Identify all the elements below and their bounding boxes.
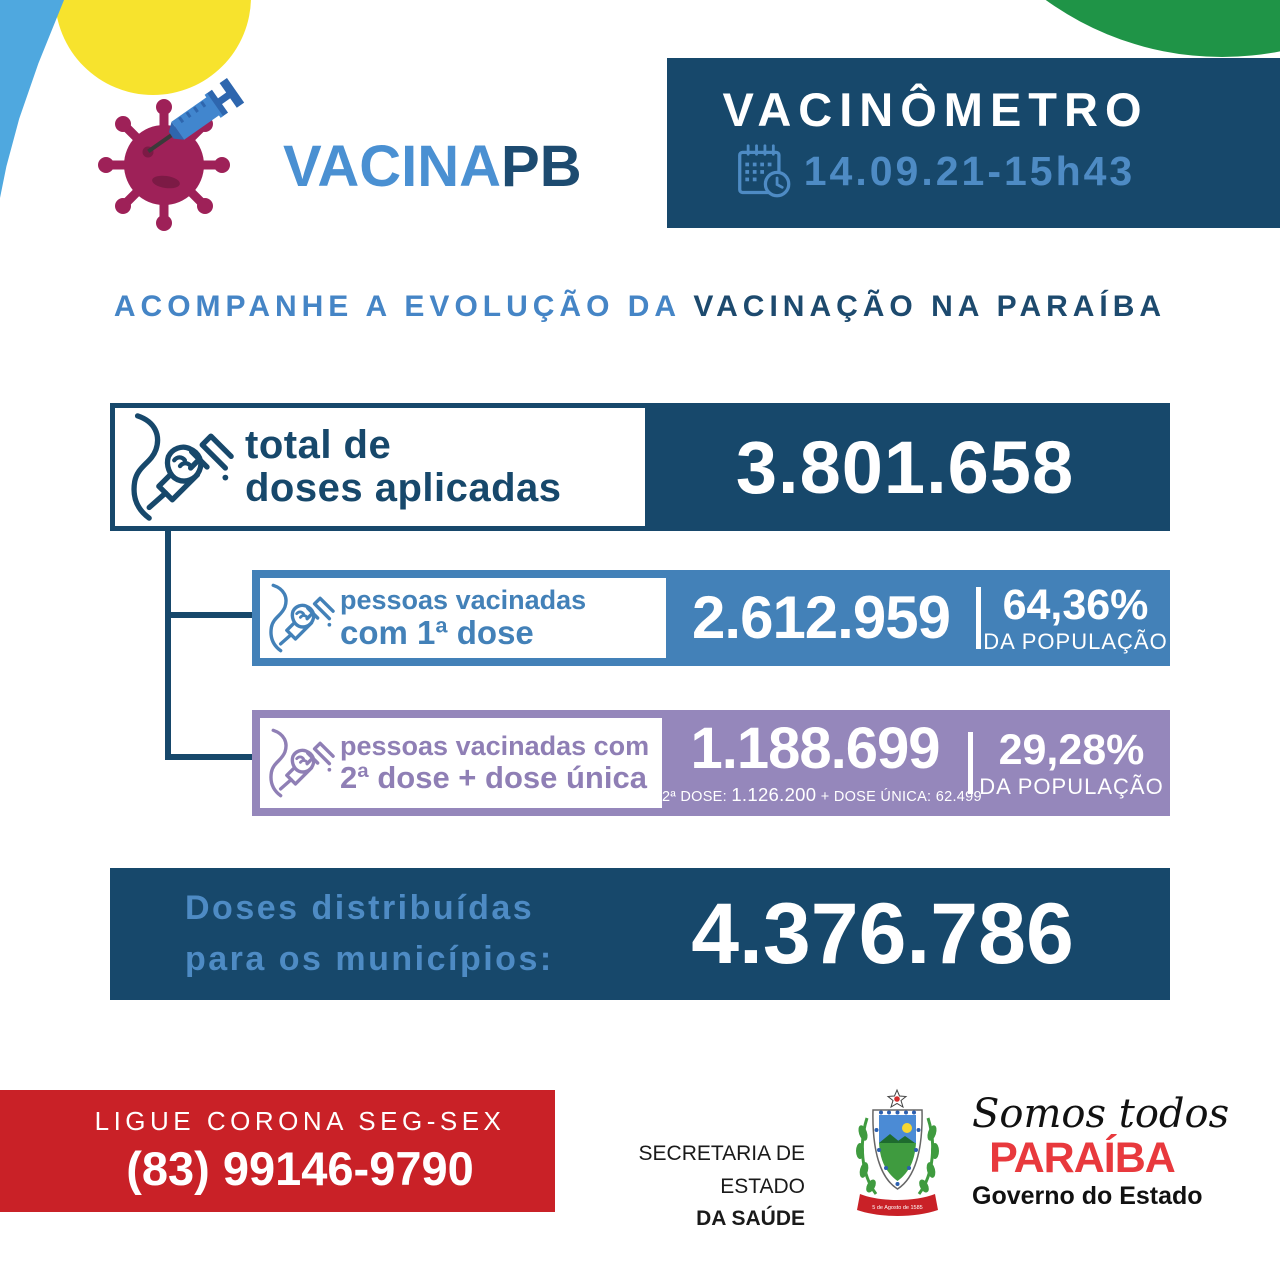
subtitle: ACOMPANHE A EVOLUÇÃO DA VACINAÇÃO NA PAR…	[0, 290, 1280, 324]
subtitle-dark: VACINAÇÃO NA PARAÍBA	[693, 290, 1167, 323]
total-doses-value: 3.801.658	[735, 425, 1075, 509]
second-dose-value: 1.188.699	[690, 716, 940, 781]
vacinapb-logo: VACINAPB	[283, 138, 582, 196]
total-doses-label: total de doses aplicadas	[245, 423, 562, 510]
blue-wedge-decor	[0, 0, 64, 198]
svg-text:5 de Agosto de 1585: 5 de Agosto de 1585	[872, 1205, 922, 1211]
subtitle-light: ACOMPANHE A EVOLUÇÃO DA	[113, 290, 694, 323]
hotline-box: LIGUE CORONA SEG-SEX (83) 99146-9790	[0, 1090, 555, 1212]
distributed-doses-value: 4.376.786	[691, 885, 1074, 982]
first-dose-label: pessoas vacinadas com 1ª dose	[340, 584, 587, 651]
vacinometro-header: VACINÔMETRO 14.09.21-15h43	[667, 58, 1280, 228]
logo-pb: PB	[501, 134, 582, 199]
second-dose-percent: 29,28% DA POPULAÇÃO	[979, 726, 1164, 799]
divider	[976, 587, 981, 649]
vaccination-arm-icon	[264, 728, 338, 798]
hotline-phone: (83) 99146-9790	[126, 1142, 474, 1195]
green-circle-decor	[921, 0, 1280, 57]
distributed-doses-box: Doses distribuídas para os municípios: 4…	[110, 868, 1170, 1000]
connector-first-dose	[165, 612, 255, 618]
secretaria-label: SECRETARIA DE ESTADO DA SAÚDE	[638, 1142, 805, 1231]
paraiba-wordmark: PARAÍBA	[989, 1134, 1176, 1182]
vaccination-arm-icon	[123, 413, 239, 521]
first-dose-value: 2.612.959	[692, 584, 951, 651]
governo-do-estado-label: Governo do Estado	[972, 1182, 1203, 1211]
distributed-doses-label: Doses distribuídas para os municípios:	[185, 889, 554, 978]
first-dose-box: pessoas vacinadas com 1ª dose 2.612.959 …	[252, 570, 1170, 666]
connector-vertical	[165, 529, 171, 760]
hotline-label: LIGUE CORONA SEG-SEX	[94, 1106, 506, 1136]
second-dose-breakdown: 2ª DOSE: 1.126.200 + DOSE ÚNICA: 62.499	[662, 784, 982, 805]
governo-paraiba-logo: Somos todos PARAÍBA Governo do Estado	[972, 1091, 1230, 1211]
paraiba-coat-of-arms-icon: 5 de Agosto de 1585	[856, 1088, 939, 1216]
second-dose-box: pessoas vacinadas com 2ª dose + dose úni…	[252, 710, 1170, 816]
somos-todos-script: Somos todos	[972, 1091, 1230, 1137]
calendar-clock-icon	[737, 144, 791, 198]
second-dose-label: pessoas vacinadas com 2ª dose + dose úni…	[340, 730, 650, 795]
header-title: VACINÔMETRO	[722, 83, 1149, 136]
first-dose-percent: 64,36% DA POPULAÇÃO	[983, 581, 1168, 654]
total-doses-box: total de doses aplicadas 3.801.658	[110, 403, 1170, 531]
header-datetime: 14.09.21-15h43	[803, 147, 1136, 194]
logo-vacina: VACINA	[283, 134, 502, 199]
connector-second-dose	[165, 754, 255, 760]
virus-syringe-icon	[98, 78, 245, 231]
divider	[968, 732, 973, 794]
vaccination-arm-icon	[264, 583, 338, 653]
